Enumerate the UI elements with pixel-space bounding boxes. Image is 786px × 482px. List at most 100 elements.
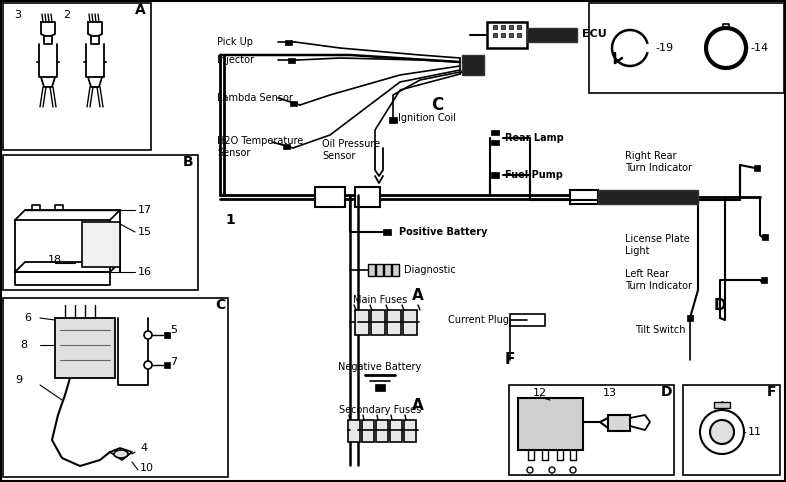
Circle shape — [710, 420, 734, 444]
Text: 16: 16 — [138, 267, 152, 277]
Text: F: F — [767, 385, 777, 399]
Bar — [285, 40, 292, 44]
Bar — [491, 139, 499, 145]
Bar — [589, 3, 784, 93]
Bar — [289, 101, 296, 106]
Bar — [282, 144, 289, 148]
Bar — [487, 22, 527, 48]
Bar — [501, 25, 505, 29]
Text: 8: 8 — [20, 340, 28, 350]
Bar — [375, 384, 385, 390]
Text: Positive Battery: Positive Battery — [399, 227, 487, 237]
Bar — [376, 420, 388, 442]
Text: Fuel Pump: Fuel Pump — [505, 170, 563, 180]
Text: Left Rear
Turn Indicator: Left Rear Turn Indicator — [625, 269, 692, 291]
Bar — [82, 222, 120, 267]
Bar — [493, 25, 497, 29]
Bar — [754, 165, 760, 171]
Text: C: C — [215, 298, 225, 312]
Text: Oil Pressure
Sensor: Oil Pressure Sensor — [322, 139, 380, 161]
Text: 10: 10 — [140, 463, 154, 473]
Text: 6: 6 — [24, 313, 31, 323]
Bar — [683, 385, 780, 475]
Bar — [355, 187, 380, 207]
Text: 1: 1 — [225, 213, 235, 227]
Text: 5: 5 — [170, 325, 177, 335]
Bar — [164, 332, 170, 338]
Text: D: D — [714, 297, 726, 312]
Bar — [390, 420, 402, 442]
Bar — [527, 28, 577, 42]
Bar — [491, 130, 499, 134]
Text: B: B — [182, 155, 193, 169]
Text: 4: 4 — [140, 443, 147, 453]
Text: Secondary Fuses: Secondary Fuses — [339, 405, 421, 415]
Bar — [509, 25, 513, 29]
Bar — [383, 229, 391, 235]
Bar — [389, 117, 397, 123]
Text: -19: -19 — [655, 43, 673, 53]
Bar — [570, 190, 598, 204]
Text: Ignition Coil: Ignition Coil — [398, 113, 456, 123]
Bar — [288, 57, 295, 63]
Circle shape — [144, 361, 152, 369]
Bar — [315, 187, 345, 207]
Ellipse shape — [114, 450, 128, 458]
Bar — [761, 277, 767, 283]
Bar — [403, 310, 417, 335]
Bar — [493, 33, 497, 37]
Text: Diagnostic: Diagnostic — [404, 265, 456, 275]
Bar — [404, 420, 416, 442]
Bar — [376, 264, 383, 276]
Text: 11: 11 — [748, 427, 762, 437]
Text: 17: 17 — [138, 205, 152, 215]
Bar — [714, 402, 730, 408]
Text: Negative Battery: Negative Battery — [339, 362, 421, 372]
Bar — [348, 420, 360, 442]
Bar — [517, 33, 521, 37]
Bar — [509, 385, 674, 475]
Bar — [55, 318, 115, 378]
Circle shape — [549, 467, 555, 473]
Text: F: F — [505, 352, 515, 367]
Text: Tilt Switch: Tilt Switch — [635, 325, 685, 335]
Bar — [392, 264, 399, 276]
Text: 18: 18 — [48, 255, 62, 265]
Bar — [517, 25, 521, 29]
Text: 3: 3 — [14, 10, 21, 20]
Bar — [501, 33, 505, 37]
Bar — [510, 314, 545, 326]
Circle shape — [700, 410, 744, 454]
Text: A: A — [134, 3, 145, 17]
Bar — [462, 55, 484, 75]
Text: Main Fuses: Main Fuses — [353, 295, 407, 305]
Text: H2O Temperature
Sensor: H2O Temperature Sensor — [217, 136, 303, 158]
Text: ECU: ECU — [582, 29, 607, 39]
Text: 13: 13 — [603, 388, 617, 398]
Bar — [3, 155, 198, 290]
Bar — [3, 298, 228, 477]
Bar — [762, 234, 768, 240]
Bar — [368, 264, 375, 276]
Text: Injector: Injector — [217, 55, 254, 65]
Bar — [362, 420, 374, 442]
Text: Rear Lamp: Rear Lamp — [505, 133, 564, 143]
Bar — [491, 172, 499, 178]
Text: 7: 7 — [170, 357, 177, 367]
Bar — [509, 33, 513, 37]
Bar — [3, 3, 151, 150]
Text: Right Rear
Turn Indicator: Right Rear Turn Indicator — [625, 151, 692, 173]
Bar — [687, 315, 693, 321]
Circle shape — [144, 331, 152, 339]
Text: C: C — [431, 96, 443, 114]
Text: Current Plug: Current Plug — [448, 315, 509, 325]
Bar — [518, 398, 583, 450]
Bar — [598, 190, 698, 204]
Circle shape — [527, 467, 533, 473]
Text: A: A — [412, 398, 424, 413]
Bar — [164, 362, 170, 368]
Bar — [384, 264, 391, 276]
Text: A: A — [412, 287, 424, 303]
Circle shape — [570, 467, 576, 473]
Text: License Plate
Light: License Plate Light — [625, 234, 690, 256]
